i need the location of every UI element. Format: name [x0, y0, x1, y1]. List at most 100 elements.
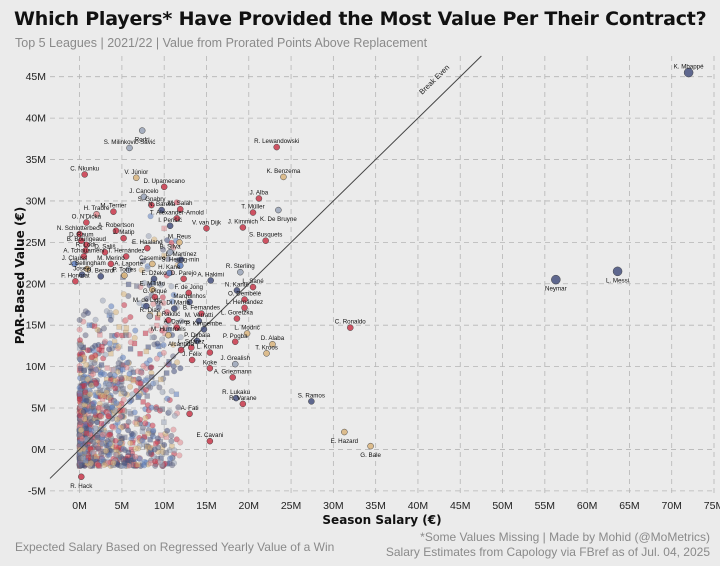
player-point [133, 174, 140, 182]
axis-tick-labels: 0M 5M 10M 15M 20M 25M 30M 35M 40M 45M 50M 55M 60M 65M… [26, 71, 720, 512]
background-point [97, 387, 103, 393]
background-point [160, 349, 167, 356]
background-point [144, 444, 151, 450]
x-tick-label: 15M [196, 500, 216, 512]
x-tick-label: 10M [154, 500, 174, 512]
player-point [185, 289, 192, 297]
background-point [92, 366, 99, 373]
background-point [99, 297, 106, 304]
player-point [280, 173, 287, 181]
background-point [88, 354, 95, 361]
background-point [91, 323, 98, 329]
player-point [233, 315, 241, 322]
player-point [81, 171, 88, 178]
x-tick-label: 20M [239, 500, 259, 512]
player-label: D. Raum [69, 232, 93, 239]
background-point [143, 377, 149, 383]
background-point [177, 334, 184, 341]
player-point [200, 326, 208, 333]
player-point [149, 260, 156, 268]
background-point [112, 407, 119, 414]
player-label: A. Fati [181, 405, 199, 412]
player-point [233, 287, 241, 294]
player-point [140, 193, 148, 201]
player-label: A. Davies [164, 319, 190, 326]
background-point [81, 382, 87, 389]
background-point [80, 311, 87, 318]
background-point [121, 460, 128, 467]
y-tick-label: -5M [28, 485, 46, 497]
background-point [113, 444, 119, 450]
player-point [188, 344, 195, 351]
player-label: H. Kane [158, 264, 181, 271]
background-point [127, 314, 134, 321]
player-point [158, 206, 165, 214]
player-point [269, 340, 276, 348]
background-point [126, 398, 133, 405]
background-point [105, 413, 112, 420]
player-label: F. Honorat [61, 272, 90, 279]
player-point [166, 222, 174, 230]
player-label: J. Matip [113, 229, 135, 236]
player-point [151, 293, 159, 301]
background-point [150, 427, 157, 434]
background-point [132, 453, 139, 460]
background-point [82, 332, 89, 339]
player-point [263, 350, 270, 357]
player-label: R. Varane [229, 395, 257, 402]
y-tick-label: 35M [26, 154, 46, 166]
player-point [171, 305, 178, 312]
background-point [139, 437, 146, 444]
background-point [91, 408, 98, 415]
player-label: J. Kimmich [228, 218, 259, 225]
player-label: Alcántara [168, 341, 195, 348]
player-point [176, 239, 183, 246]
background-point [130, 377, 137, 384]
y-tick-label: 15M [26, 320, 46, 332]
player-label: P. Kimpembe [186, 320, 223, 327]
background-point [164, 427, 171, 434]
player-point [177, 205, 184, 213]
background-point [83, 397, 90, 404]
player-label: T. Alexander-Arnold [150, 209, 205, 216]
player-label: Marquinhos [173, 293, 205, 300]
player-point [232, 394, 240, 402]
player-label: R. Lewandowski [254, 138, 299, 145]
background-point [86, 391, 93, 398]
background-point [78, 365, 84, 372]
player-label: J. Clauss [62, 255, 87, 262]
player-label: O. N'Dicka [72, 213, 102, 220]
x-axis-label: Season Salary (€) [322, 513, 441, 527]
background-point [149, 334, 156, 341]
x-tick-label: 25M [281, 500, 301, 512]
background-point [131, 334, 138, 341]
x-tick-label: 60M [577, 500, 597, 512]
background-point [135, 461, 141, 468]
player-label: R. Dias [140, 307, 160, 314]
background-point [77, 391, 83, 397]
player-label: M. Merino [97, 255, 125, 262]
player-point [249, 209, 257, 216]
background-point [79, 435, 86, 442]
x-tick-label: 75M [704, 500, 720, 512]
background-point [161, 419, 167, 425]
player-point [121, 272, 128, 279]
x-tick-label: 0M [72, 500, 87, 512]
player-label: E. Militão [140, 281, 166, 288]
player-point [198, 310, 205, 317]
background-point [164, 309, 171, 316]
player-label: M. Verratti [185, 312, 213, 319]
background-point [155, 304, 162, 311]
background-point [141, 279, 148, 286]
background-point [93, 453, 100, 460]
player-label: Neymar [545, 286, 567, 293]
player-label: C. Nkunku [70, 165, 99, 172]
player-label: L. Modrić [234, 324, 259, 331]
player-point [120, 234, 127, 242]
background-point [153, 380, 159, 386]
player-point [78, 237, 85, 244]
player-label: J. Félix [182, 351, 203, 358]
background-point [137, 351, 143, 357]
background-point [104, 365, 110, 371]
background-point [161, 441, 168, 448]
